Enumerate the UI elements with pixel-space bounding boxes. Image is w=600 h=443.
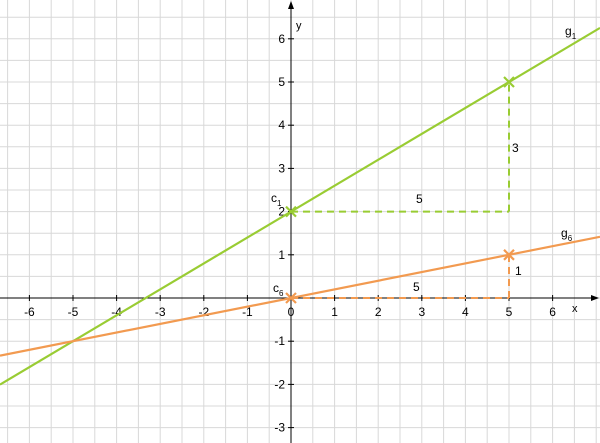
x-tick-label: -3 bbox=[155, 305, 166, 319]
point-marker-stroke bbox=[285, 205, 297, 218]
second-point-marker bbox=[503, 76, 515, 88]
slope-run-label: 5 bbox=[416, 192, 423, 206]
x-axis-label: x bbox=[572, 303, 578, 315]
x-tick-label: -2 bbox=[198, 305, 209, 319]
x-tick-label: 0 bbox=[288, 305, 295, 319]
series-line bbox=[0, 235, 600, 357]
x-tick-label: 4 bbox=[462, 305, 469, 319]
slope-rise-label: 1 bbox=[515, 264, 522, 278]
y-tick-label: 4 bbox=[278, 118, 285, 132]
series-label: g1 bbox=[565, 24, 577, 41]
point-marker-stroke bbox=[503, 76, 515, 88]
slope-rise-label: 3 bbox=[512, 141, 519, 155]
y-tick-label: 6 bbox=[278, 32, 285, 46]
x-tick-label: -4 bbox=[111, 305, 122, 319]
y-tick-label: 1 bbox=[278, 248, 285, 262]
y-axis-label: y bbox=[296, 20, 302, 32]
x-tick-label: 2 bbox=[375, 305, 382, 319]
x-tick-label: 1 bbox=[331, 305, 338, 319]
point-marker-stroke bbox=[285, 292, 297, 304]
y-axis-arrow bbox=[288, 1, 294, 9]
x-tick-label: 5 bbox=[506, 305, 513, 319]
x-axis-arrow bbox=[591, 295, 599, 301]
intercept-label: c1 bbox=[271, 191, 282, 208]
series-g1: g1 c1 5 3 bbox=[0, 24, 600, 386]
series-line bbox=[0, 26, 600, 386]
y-tick-label: -3 bbox=[274, 421, 285, 435]
series: g1 c1 5 3 g6 c6 5 1 bbox=[0, 24, 600, 386]
y-tick-label: -2 bbox=[274, 377, 285, 391]
x-tick-label: -5 bbox=[68, 305, 79, 319]
y-tick-label: 5 bbox=[278, 75, 285, 89]
x-tick-label: -1 bbox=[242, 305, 253, 319]
y-tick-label: -1 bbox=[274, 334, 285, 348]
y-tick-label: 2 bbox=[278, 205, 285, 219]
x-tick-label: 6 bbox=[549, 305, 556, 319]
x-tick-label: -6 bbox=[24, 305, 35, 319]
intercept-label: c6 bbox=[273, 281, 284, 298]
intercept-point-marker bbox=[285, 205, 297, 218]
y-tick-label: 3 bbox=[278, 161, 285, 175]
x-tick-label: 3 bbox=[418, 305, 425, 319]
intercept-point-marker bbox=[285, 292, 297, 304]
slope-run-label: 5 bbox=[413, 280, 420, 294]
second-point-marker bbox=[503, 249, 515, 261]
point-marker-stroke bbox=[503, 249, 515, 261]
series-g6: g6 c6 5 1 bbox=[0, 226, 600, 357]
series-label: g6 bbox=[561, 226, 573, 243]
